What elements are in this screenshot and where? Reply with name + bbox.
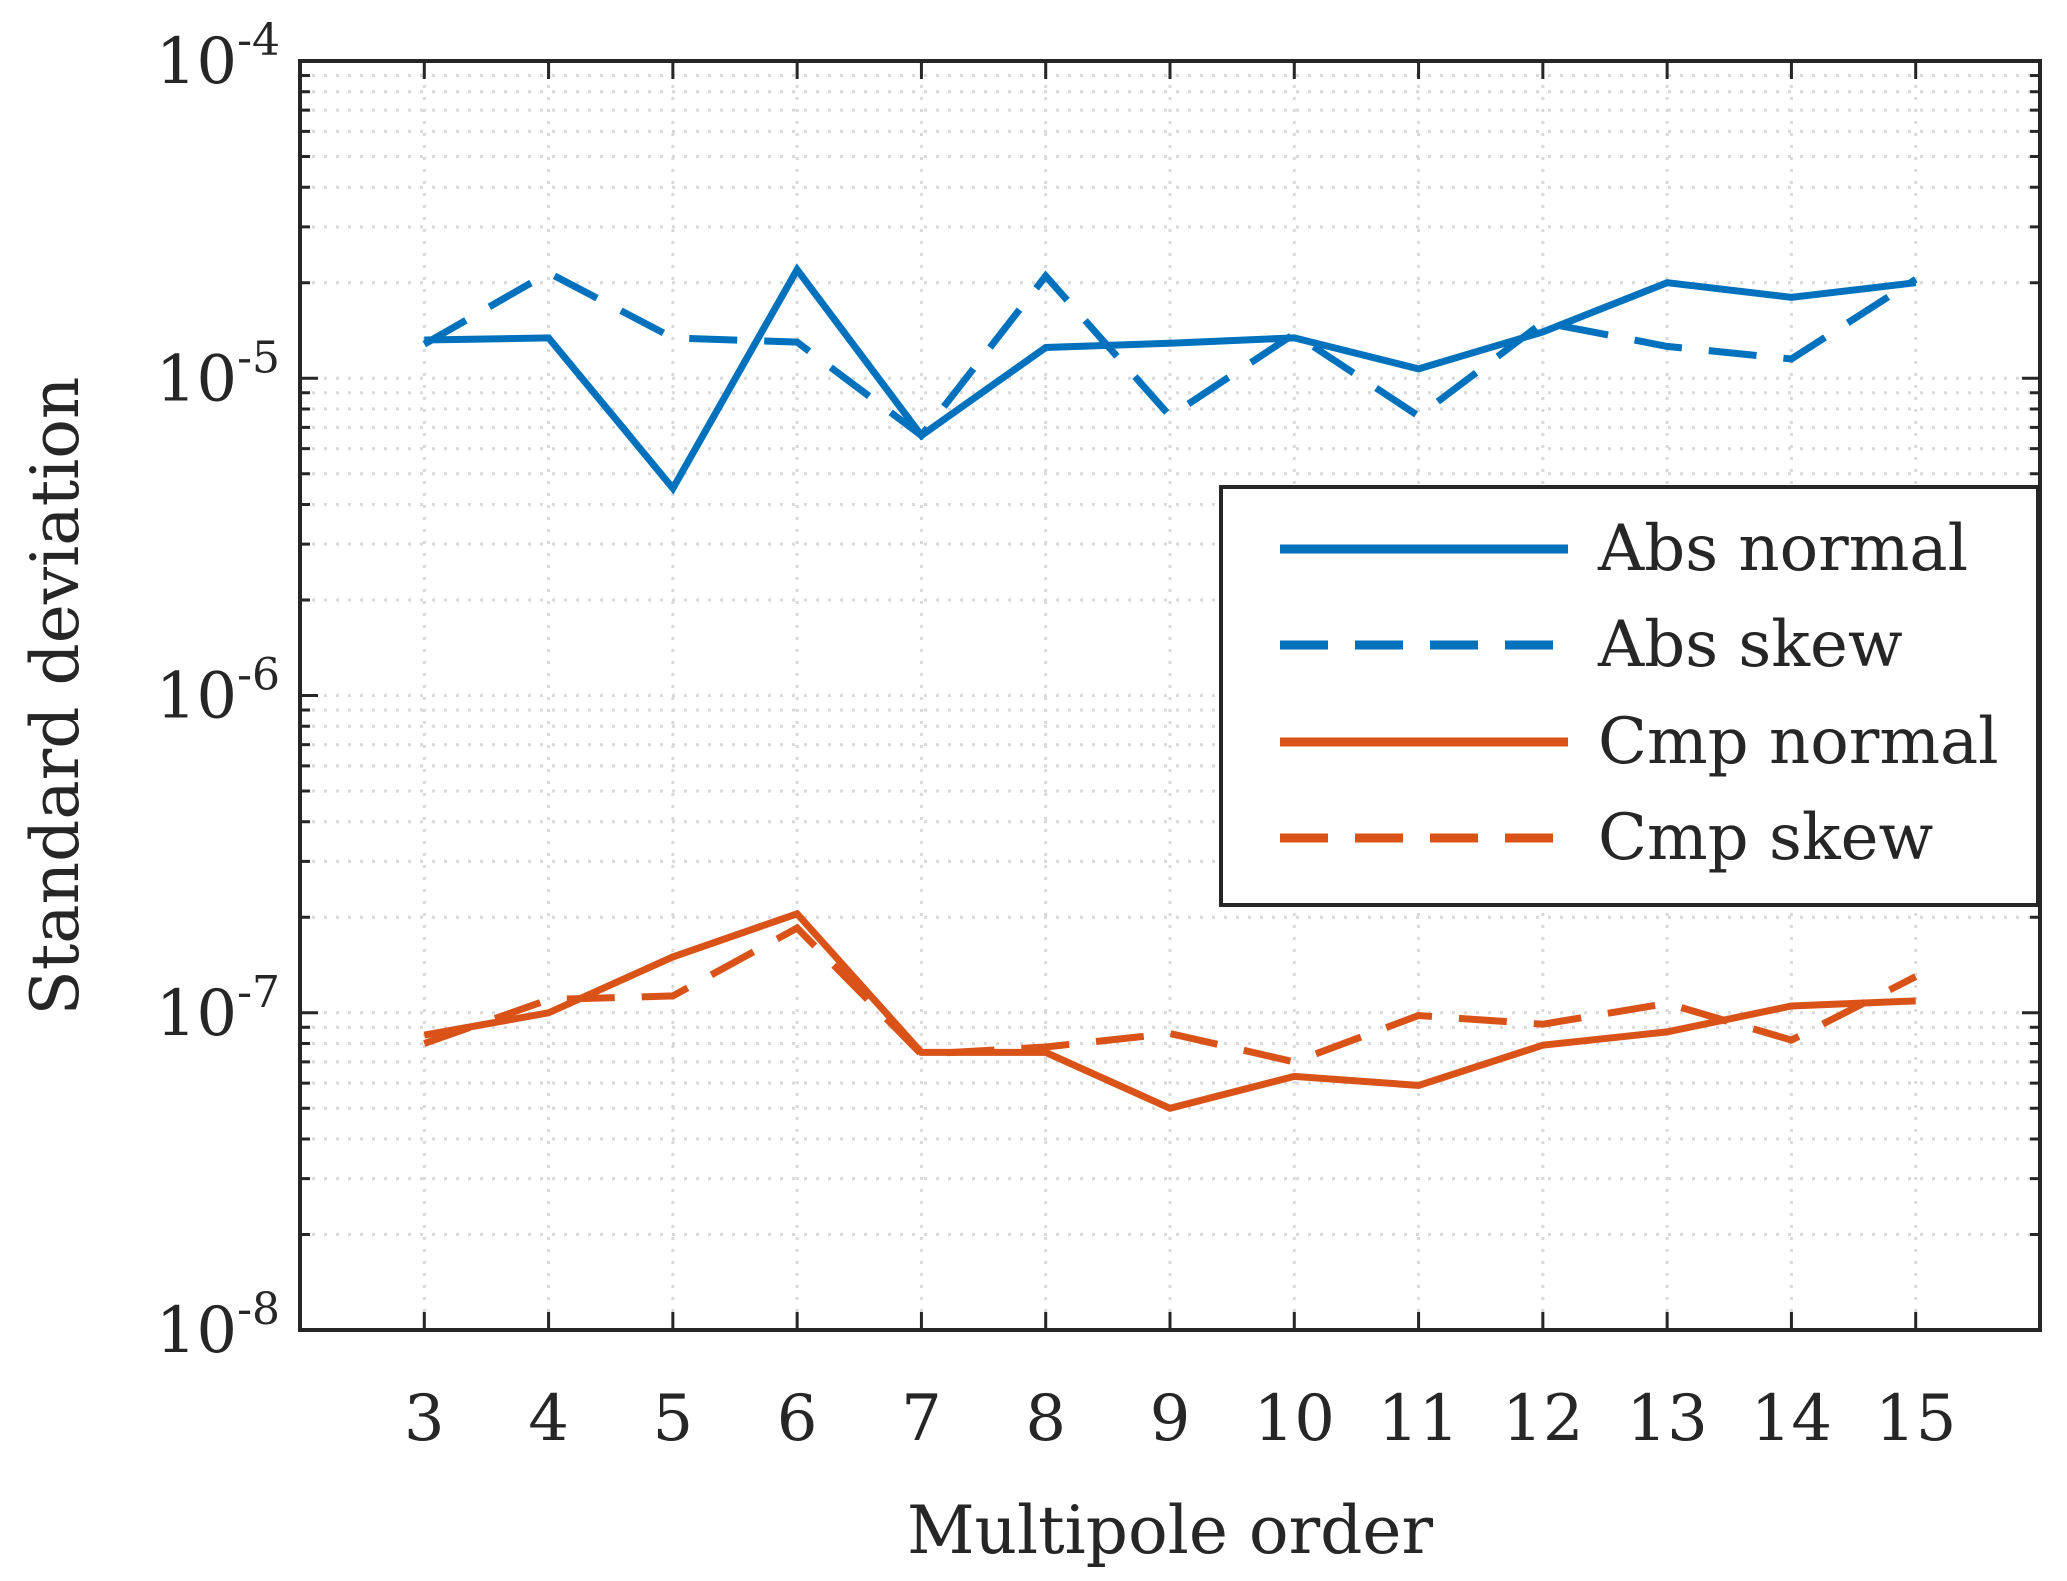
y-tick-labels: 10-810-710-610-510-4: [156, 15, 280, 1368]
y-tick-label: 10-4: [156, 15, 280, 99]
y-tick-label-base: 10: [156, 342, 237, 416]
y-tick-label-base: 10: [156, 977, 237, 1051]
y-tick-label-exponent: -8: [237, 1284, 280, 1335]
y-tick-label-exponent: -5: [237, 332, 280, 383]
y-tick-label: 10-8: [156, 1284, 280, 1368]
y-tick-label-base: 10: [156, 25, 237, 99]
x-tick-label: 15: [1875, 1382, 1956, 1456]
y-tick-label: 10-5: [156, 332, 280, 416]
legend-label-cmp-skew: Cmp skew: [1598, 801, 1933, 875]
x-tick-label: 7: [901, 1382, 942, 1456]
series-line-abs-skew: [422, 268, 1918, 441]
y-tick-label: 10-6: [156, 650, 280, 734]
x-tick-label: 11: [1378, 1382, 1459, 1456]
legend-label-abs-skew: Abs skew: [1597, 608, 1903, 682]
x-tick-label: 14: [1751, 1382, 1832, 1456]
x-tick-label: 8: [1025, 1382, 1066, 1456]
y-tick-label-exponent: -7: [237, 967, 280, 1018]
x-tick-label: 13: [1626, 1382, 1707, 1456]
x-tick-label: 9: [1150, 1382, 1191, 1456]
y-tick-label-exponent: -4: [237, 15, 280, 66]
series-lines: [422, 263, 1918, 1112]
x-axis-label: Multipole order: [907, 1492, 1434, 1569]
legend: Abs normal Abs skew Cmp normal Cmp skew: [1219, 485, 2040, 907]
y-tick-label-base: 10: [156, 1294, 237, 1368]
y-tick-label-base: 10: [156, 660, 237, 734]
y-tick-label-exponent: -6: [237, 650, 280, 701]
y-axis-label: Standard deviation: [17, 377, 94, 1016]
legend-label-cmp-normal: Cmp normal: [1598, 705, 1999, 779]
x-tick-label: 4: [528, 1382, 569, 1456]
x-tick-label: 5: [652, 1382, 693, 1456]
x-tick-label: 12: [1502, 1382, 1583, 1456]
x-tick-label: 3: [404, 1382, 445, 1456]
grid-lines: [300, 61, 2040, 1330]
x-tick-label: 10: [1254, 1382, 1335, 1456]
series-line-cmp-skew: [423, 923, 1918, 1066]
legend-label-abs-normal: Abs normal: [1597, 512, 1968, 586]
series-line-abs-normal: [424, 263, 1917, 495]
series-line-cmp-normal: [423, 909, 1916, 1112]
x-tick-labels: 3 4 5 6 7 8 9 10 11 12 13 14 15: [404, 1382, 1957, 1456]
x-tick-label: 6: [777, 1382, 818, 1456]
y-tick-label: 10-7: [156, 967, 280, 1051]
